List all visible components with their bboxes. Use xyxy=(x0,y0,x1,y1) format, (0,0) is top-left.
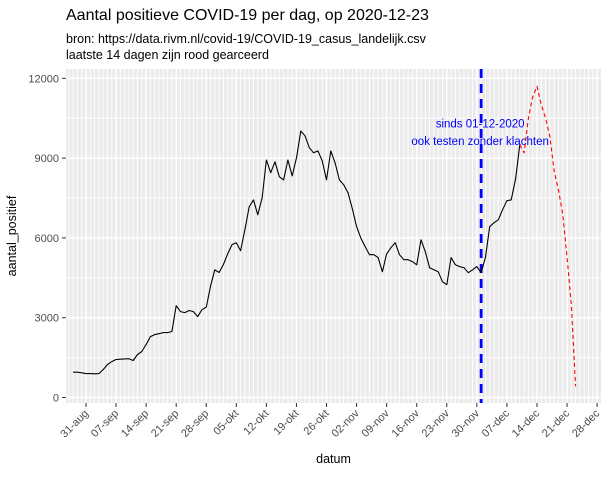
x-tick-label: 09-nov xyxy=(359,407,392,440)
x-tick-label: 30-nov xyxy=(450,407,483,440)
chart-subtitle-note: laatste 14 dagen zijn rood gearceerd xyxy=(66,48,269,62)
x-tick-label: 28-sep xyxy=(179,408,211,440)
x-gridlines xyxy=(68,69,598,403)
x-tick-label: 07-sep xyxy=(89,408,121,440)
x-axis-ticks xyxy=(85,403,598,407)
x-tick-label: 12-okt xyxy=(241,408,271,438)
x-tick-label: 16-nov xyxy=(390,407,423,440)
x-tick-label: 14-sep xyxy=(119,408,151,440)
x-tick-label: 21-dec xyxy=(540,407,573,440)
x-tick-label: 26-okt xyxy=(302,408,332,438)
x-tick-label: 02-nov xyxy=(329,407,362,440)
y-axis-title: aantal_positief xyxy=(5,195,19,276)
y-axis-labels: 0 3000 6000 9000 12000 xyxy=(28,73,59,404)
annotation-line2: ook testen zonder klachten xyxy=(411,136,548,148)
x-tick-label: 21-sep xyxy=(149,408,181,440)
y-tick-label: 12000 xyxy=(28,73,59,85)
y-tick-label: 0 xyxy=(53,393,59,405)
y-gridlines xyxy=(66,77,601,399)
y-tick-label: 6000 xyxy=(35,233,59,245)
annotation-text: sinds 01-12-2020 ook testen zonder klacht… xyxy=(411,119,548,148)
annotation-line1: sinds 01-12-2020 xyxy=(436,119,525,131)
y-tick-label: 3000 xyxy=(35,313,59,325)
x-tick-label: 19-okt xyxy=(271,408,301,438)
x-tick-label: 23-nov xyxy=(420,407,453,440)
y-axis-ticks xyxy=(62,77,66,398)
x-tick-label: 31-aug xyxy=(58,408,91,441)
x-tick-label: 05-okt xyxy=(211,408,241,438)
chart-subtitle: bron: https://data.rivm.nl/covid-19/COVI… xyxy=(66,31,426,63)
x-tick-label: 28-dec xyxy=(570,407,603,440)
chart-subtitle-source: bron: https://data.rivm.nl/covid-19/COVI… xyxy=(66,32,426,46)
x-tick-label: 14-dec xyxy=(510,407,543,440)
chart-title: Aantal positieve COVID-19 per dag, op 20… xyxy=(66,7,429,24)
x-axis-title: datum xyxy=(316,452,351,466)
series-line-red xyxy=(519,85,577,387)
y-tick-label: 9000 xyxy=(35,153,59,165)
series-line-black xyxy=(73,130,521,375)
x-tick-label: 07-dec xyxy=(480,407,513,440)
